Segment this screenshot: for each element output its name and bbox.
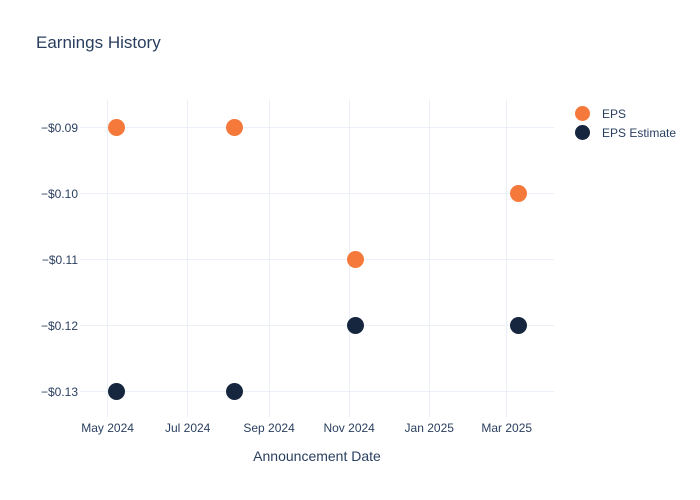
legend-item-label: EPS Estimate (602, 125, 677, 140)
x-tick-label: Nov 2024 (323, 421, 375, 435)
x-axis-title: Announcement Date (253, 448, 381, 464)
y-gridline (80, 127, 554, 129)
y-gridline (80, 391, 554, 393)
y-gridline (80, 193, 554, 195)
data-point-eps-estimate-2[interactable] (347, 317, 365, 335)
x-tick-label: Jul 2024 (164, 421, 211, 435)
legend: EPS EPS Estimate (575, 104, 676, 142)
x-tick-label: May 2024 (81, 421, 134, 435)
x-gridline (268, 100, 270, 417)
data-point-eps-estimate-3[interactable] (510, 317, 528, 335)
y-tick-label: −$0.13 (40, 384, 78, 399)
y-gridline (80, 259, 554, 261)
data-point-eps-0[interactable] (108, 119, 126, 137)
x-gridline (107, 100, 109, 417)
legend-item-label: EPS (602, 106, 627, 121)
x-tick-label: Mar 2025 (481, 421, 533, 435)
x-tick-label: Jan 2025 (404, 421, 454, 435)
x-tick-label: Sep 2024 (243, 421, 295, 435)
y-tick-label: −$0.09 (40, 120, 78, 135)
data-point-eps-estimate-1[interactable] (226, 383, 244, 401)
x-gridline (428, 100, 430, 417)
x-gridline (187, 100, 189, 417)
y-gridline (80, 325, 554, 327)
legend-marker-icon (575, 106, 590, 121)
legend-marker-icon (575, 125, 590, 140)
data-point-eps-3[interactable] (510, 185, 528, 203)
y-tick-label: −$0.10 (40, 186, 78, 201)
plot-area[interactable] (80, 100, 554, 417)
x-gridline (506, 100, 508, 417)
chart-title: Earnings History (36, 33, 161, 52)
legend-item-eps[interactable]: EPS (575, 104, 676, 123)
data-point-eps-estimate-0[interactable] (108, 383, 126, 401)
legend-item-eps-estimate[interactable]: EPS Estimate (575, 123, 676, 142)
y-tick-label: −$0.11 (41, 252, 78, 267)
y-tick-label: −$0.12 (40, 318, 78, 333)
data-point-eps-1[interactable] (226, 119, 244, 137)
data-point-eps-2[interactable] (347, 251, 365, 269)
